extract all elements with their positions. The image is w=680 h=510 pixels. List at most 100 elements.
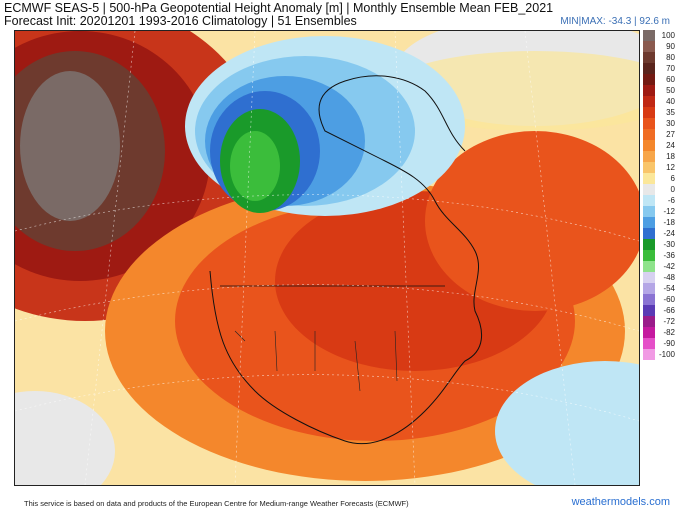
legend-label: 50	[666, 86, 675, 95]
legend-label: -72	[663, 317, 675, 326]
legend-entry: -36	[643, 250, 677, 261]
legend-label: -54	[663, 284, 675, 293]
legend-entry: 12	[643, 162, 677, 173]
legend-entry: 6	[643, 173, 677, 184]
legend-label: 0	[670, 185, 675, 194]
legend-swatch	[643, 283, 655, 294]
legend-label: 24	[666, 141, 675, 150]
legend-swatch	[643, 52, 655, 63]
legend-swatch	[643, 107, 655, 118]
legend-swatch	[643, 184, 655, 195]
legend-swatch	[643, 327, 655, 338]
legend-label: -18	[663, 218, 675, 227]
legend-entry: -66	[643, 305, 677, 316]
legend-entry: -100	[643, 349, 677, 360]
legend-label: -24	[663, 229, 675, 238]
legend-label: 90	[666, 42, 675, 51]
legend-swatch	[643, 294, 655, 305]
state-borders	[234, 330, 398, 392]
legend-label: 18	[666, 152, 675, 161]
legend-swatch	[643, 85, 655, 96]
legend-label: 35	[666, 108, 675, 117]
map-svg	[15, 31, 639, 485]
legend-entry: -6	[643, 195, 677, 206]
pacific-southwest-neutral	[15, 391, 115, 485]
legend-swatch	[643, 118, 655, 129]
legend-swatch	[643, 261, 655, 272]
legend-entry: 24	[643, 140, 677, 151]
legend-entry: 35	[643, 107, 677, 118]
legend-label: -90	[663, 339, 675, 348]
legend-swatch	[643, 272, 655, 283]
legend-label: 30	[666, 119, 675, 128]
legend-swatch	[643, 162, 655, 173]
legend-entry: 70	[643, 63, 677, 74]
legend-label: -100	[658, 350, 675, 359]
legend-entry: -54	[643, 283, 677, 294]
legend-swatch	[643, 140, 655, 151]
legend-entry: 90	[643, 41, 677, 52]
title-line-2: Forecast Init: 20201201 1993-2016 Climat…	[4, 14, 357, 28]
legend-swatch	[643, 151, 655, 162]
legend-label: -30	[663, 240, 675, 249]
legend-swatch	[643, 349, 655, 360]
legend-swatch	[643, 305, 655, 316]
legend-swatch	[643, 96, 655, 107]
color-legend: 100 90 80 70 60 50 40 35 30 27 24 18 12 6 0 -6 -12 -18 -24…	[643, 30, 677, 360]
legend-entry: -42	[643, 261, 677, 272]
legend-swatch	[643, 206, 655, 217]
legend-entry: -24	[643, 228, 677, 239]
legend-label: 70	[666, 64, 675, 73]
legend-entry: -60	[643, 294, 677, 305]
legend-label: 12	[666, 163, 675, 172]
atlantic-anomaly	[425, 131, 639, 311]
anomaly-map[interactable]	[14, 30, 640, 486]
minmax-readout: MIN|MAX: -34.3 | 92.6 m	[560, 16, 670, 27]
legend-entry: 27	[643, 129, 677, 140]
legend-swatch	[643, 195, 655, 206]
legend-swatch	[643, 239, 655, 250]
legend-entry: -18	[643, 217, 677, 228]
legend-swatch	[643, 129, 655, 140]
legend-label: -82	[663, 328, 675, 337]
atlantic-southeast-cool	[495, 361, 639, 485]
map-title: ECMWF SEAS-5 | 500-hPa Geopotential Heig…	[4, 2, 553, 28]
footer-attribution: This service is based on data and produc…	[24, 499, 409, 508]
legend-label: -66	[663, 306, 675, 315]
legend-swatch	[643, 217, 655, 228]
legend-swatch	[643, 173, 655, 184]
legend-swatch	[643, 228, 655, 239]
legend-entry: 0	[643, 184, 677, 195]
legend-swatch	[643, 30, 655, 41]
legend-label: -48	[663, 273, 675, 282]
legend-swatch	[643, 74, 655, 85]
legend-entry: 18	[643, 151, 677, 162]
pacific-anomaly-peak	[20, 71, 120, 221]
legend-label: 6	[670, 174, 675, 183]
graticule	[15, 31, 639, 485]
legend-swatch	[643, 41, 655, 52]
title-line-1: ECMWF SEAS-5 | 500-hPa Geopotential Heig…	[4, 1, 554, 15]
legend-label: 80	[666, 53, 675, 62]
legend-entry: 60	[643, 74, 677, 85]
legend-label: 60	[666, 75, 675, 84]
legend-swatch	[643, 338, 655, 349]
legend-entry: 40	[643, 96, 677, 107]
legend-swatch	[643, 250, 655, 261]
legend-entry: -72	[643, 316, 677, 327]
legend-label: -60	[663, 295, 675, 304]
legend-entry: -90	[643, 338, 677, 349]
legend-label: -42	[663, 262, 675, 271]
legend-entry: 100	[643, 30, 677, 41]
legend-entry: 50	[643, 85, 677, 96]
legend-entry: 30	[643, 118, 677, 129]
legend-entry: -30	[643, 239, 677, 250]
legend-label: 100	[661, 31, 675, 40]
north-america-coastline	[209, 75, 483, 445]
legend-entry: -48	[643, 272, 677, 283]
legend-entry: 80	[643, 52, 677, 63]
brand-link[interactable]: weathermodels.com	[571, 496, 670, 508]
legend-label: -12	[663, 207, 675, 216]
legend-entry: -12	[643, 206, 677, 217]
legend-swatch	[643, 316, 655, 327]
